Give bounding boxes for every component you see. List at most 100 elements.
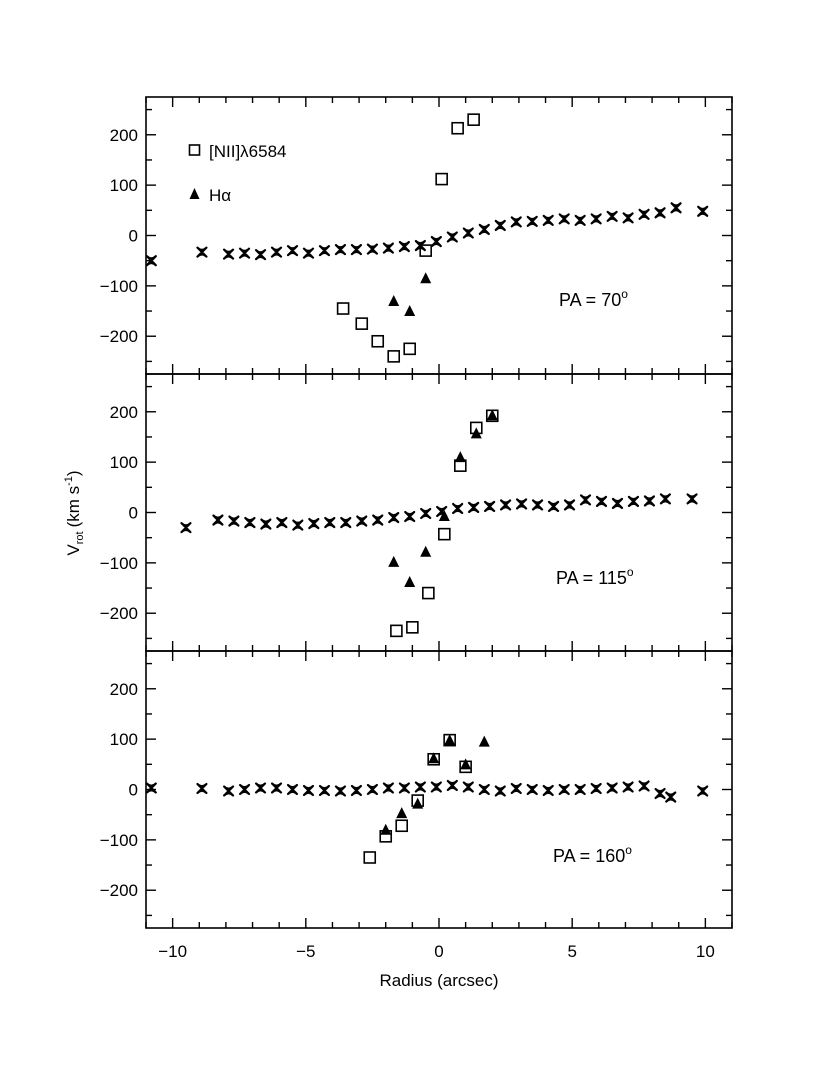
stellar-point: [366, 243, 379, 255]
halpha-point: [470, 427, 482, 439]
halpha-point: [478, 735, 490, 747]
stellar-point: [388, 511, 400, 524]
stellar-point: [558, 213, 570, 225]
stellar-point: [324, 516, 336, 529]
stellar-point: [446, 779, 458, 792]
nii-point: [371, 334, 385, 348]
stellar-point: [654, 207, 666, 219]
x-tick-label: 0: [434, 942, 443, 961]
y-label-sub: rot: [74, 531, 86, 544]
legend-halpha-label: Hα: [209, 186, 231, 205]
stellar-point: [638, 208, 650, 220]
nii-point: [403, 342, 417, 356]
nii-point: [467, 113, 480, 126]
y-label-exp: -1: [63, 476, 75, 486]
stellar-point: [484, 500, 496, 513]
panel-2: −200 −100 0 100 200 PA = 115o: [100, 373, 733, 652]
stellar-point: [292, 519, 304, 531]
stellar-point: [414, 781, 426, 793]
nii-point: [387, 350, 401, 363]
panel-annotation: PA = 160o: [553, 843, 632, 866]
stellar-point: [340, 516, 352, 529]
stellar-point: [462, 781, 474, 793]
stellar-point: [286, 783, 299, 796]
stellar-point: [334, 244, 347, 256]
stellar-point: [499, 499, 512, 511]
stellar-point: [659, 493, 672, 505]
svg-text:Vrot(km s-1): Vrot (km s-1): [63, 470, 86, 555]
stellar-point: [510, 216, 522, 228]
stellar-point: [462, 227, 474, 239]
x-axis-label: Radius (arcsec): [379, 971, 498, 990]
stellar-point: [212, 514, 224, 526]
halpha-point: [388, 555, 400, 567]
stellar-point: [542, 214, 554, 226]
y-tick-label: 200: [110, 126, 138, 145]
stellar-point: [196, 782, 208, 795]
stellar-point: [478, 783, 490, 796]
stellar-point: [430, 781, 442, 793]
stellar-point: [697, 785, 709, 797]
stellar-point: [334, 785, 347, 797]
panel-frame: [145, 373, 733, 652]
stellar-point: [665, 791, 677, 803]
y-tick-label: 100: [110, 453, 138, 472]
y-tick-label: −100: [100, 554, 138, 573]
stellar-point: [222, 785, 235, 797]
y-tick-label: −200: [100, 327, 138, 346]
stellar-point: [638, 780, 650, 792]
stellar-point: [697, 205, 709, 217]
stellar-point: [542, 784, 554, 797]
panel-annotation: PA = 115o: [556, 565, 634, 588]
legend-halpha-marker: [189, 188, 200, 199]
nii-point: [395, 819, 409, 833]
stellar-point: [318, 784, 331, 797]
stellar-point: [398, 782, 410, 794]
halpha-point: [420, 272, 432, 284]
stellar-point: [452, 502, 464, 515]
stellar-point: [526, 783, 538, 796]
stellar-point: [595, 495, 608, 508]
stellar-point: [382, 782, 394, 794]
stellar-point: [574, 783, 586, 796]
nii-point: [363, 851, 377, 864]
stellar-point: [260, 518, 272, 530]
halpha-point: [428, 752, 440, 764]
y-tick-label: 100: [110, 176, 138, 195]
y-tick-label: 0: [129, 504, 138, 523]
x-tick-label: 10: [696, 942, 715, 961]
halpha-point: [486, 409, 498, 421]
stellar-point: [270, 782, 283, 794]
stellar-point: [686, 493, 698, 505]
x-tick-label: 5: [567, 942, 576, 961]
stellar-point: [611, 497, 624, 510]
stellar-point: [468, 501, 480, 514]
stellar-point: [606, 782, 618, 794]
panel-frame: [145, 96, 733, 375]
stellar-point: [238, 783, 251, 796]
stellar-point: [590, 213, 602, 225]
stellar-point: [579, 494, 592, 506]
halpha-point: [404, 305, 416, 317]
legend-nii-label: [NII]λ6584: [209, 142, 287, 161]
halpha-point: [396, 807, 408, 819]
y-tick-label: −200: [100, 881, 138, 900]
x-tick-label: −5: [296, 942, 315, 961]
stellar-point: [254, 782, 267, 794]
stellar-point: [238, 247, 251, 259]
stellar-point: [563, 499, 576, 511]
y-label-units: (km s: [64, 486, 83, 528]
stellar-point: [478, 223, 490, 236]
nii-point: [422, 586, 435, 600]
stellar-point: [350, 784, 363, 797]
stellar-point: [515, 498, 528, 510]
y-label-close: ): [64, 470, 83, 476]
stellar-point: [398, 240, 410, 253]
stellar-point: [436, 505, 448, 518]
stellar-point: [270, 246, 283, 258]
legend: [NII]λ6584 Hα: [188, 142, 287, 205]
stellar-point: [382, 242, 394, 254]
stellar-point: [276, 516, 288, 529]
stellar-point: [670, 202, 682, 214]
stellar-point: [180, 522, 192, 534]
